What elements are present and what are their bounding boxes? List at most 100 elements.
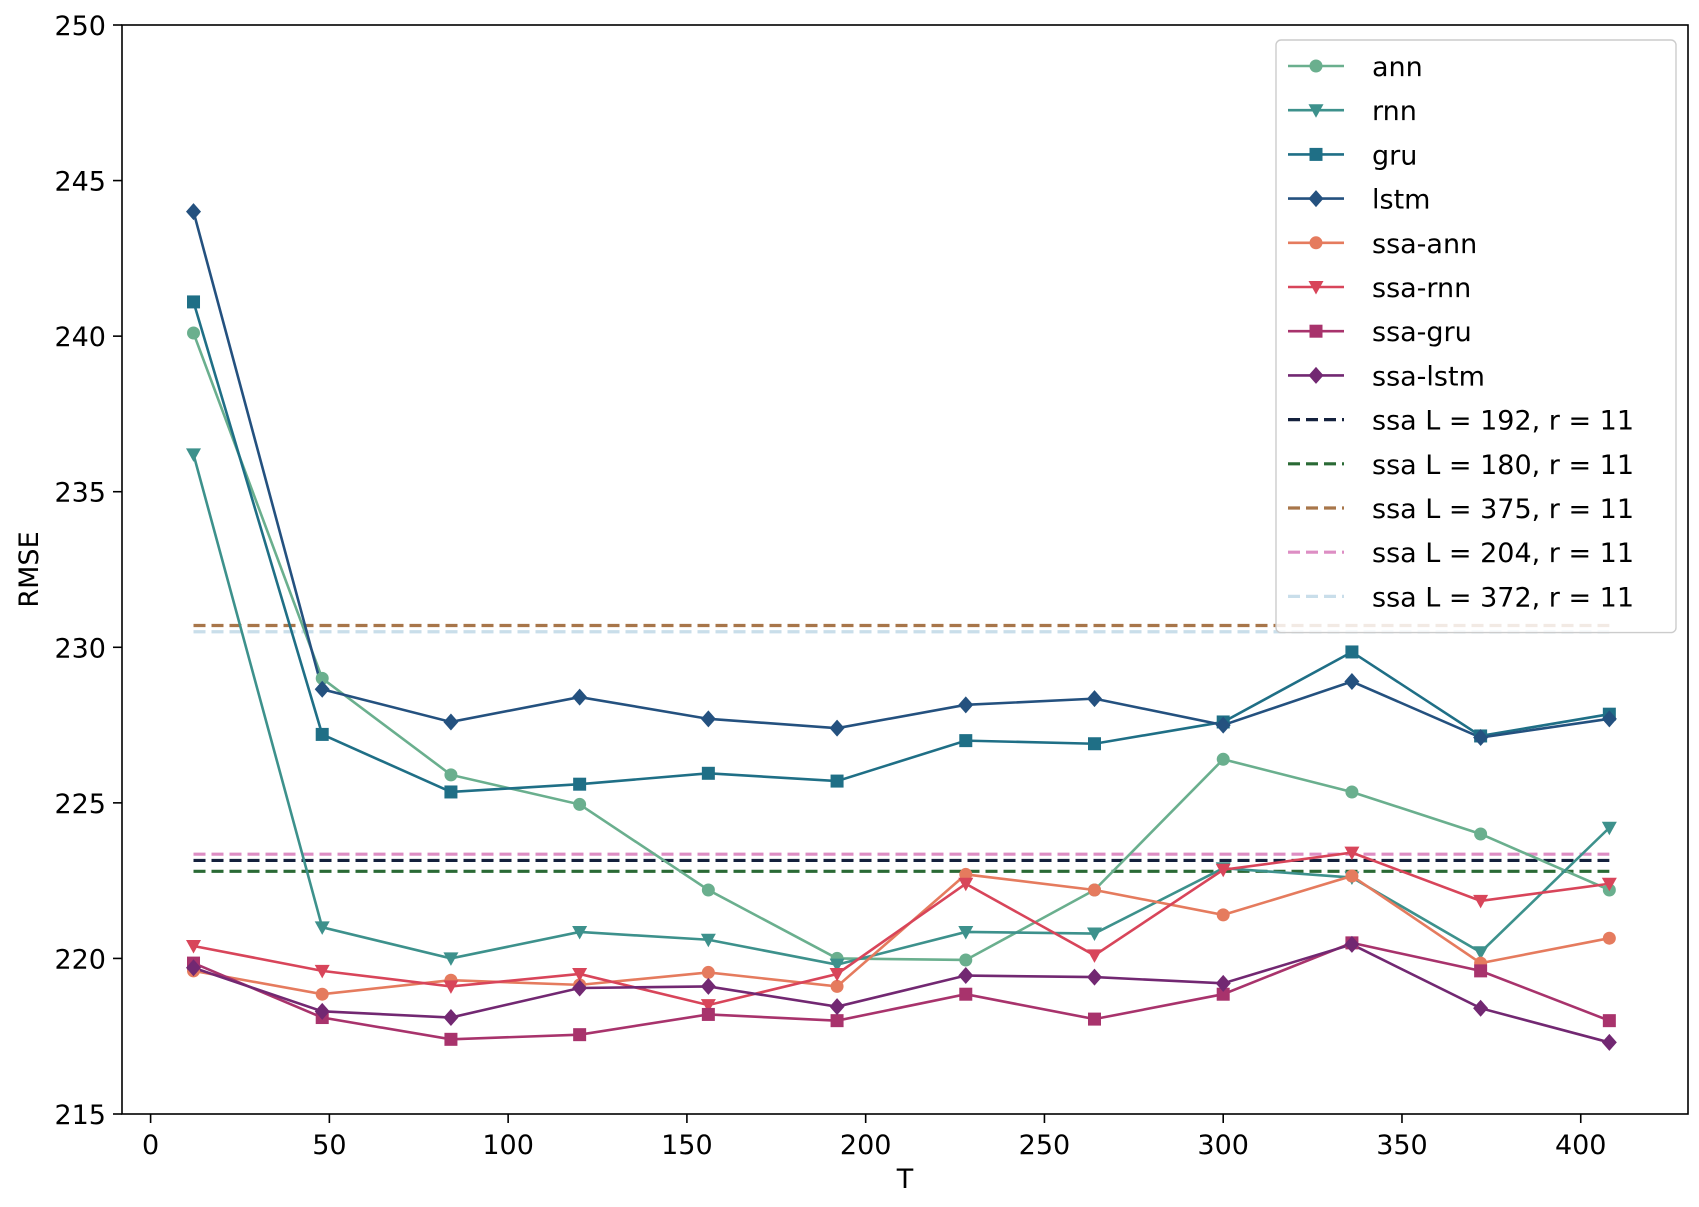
data-point-ssa-ann [830, 979, 844, 993]
data-point-gru [444, 785, 458, 799]
data-point-gru [701, 766, 715, 780]
legend-swatch-marker [1309, 236, 1323, 250]
legend-swatch-marker [1308, 366, 1324, 384]
legend-entry-label: ssa L = 180, r = 11 [1372, 450, 1634, 481]
x-tick-label: 400 [1555, 1130, 1607, 1161]
data-point-ssa-ann [1345, 869, 1359, 883]
x-axis-ticks: 0 50 100 150 200 250 300 350 400 [142, 1114, 1607, 1161]
data-point-ssa-rnn [958, 877, 974, 892]
y-tick-label: 225 [54, 789, 106, 820]
data-point-rnn [1473, 946, 1489, 960]
data-point-ssa-lstm [829, 998, 845, 1016]
data-point-ssa-rnn [1215, 863, 1231, 878]
data-point-ssa-lstm [958, 967, 974, 985]
data-point-ssa-gru [444, 1032, 458, 1046]
series-line-ssa-rnn [193, 851, 1610, 1007]
data-point-gru [1345, 645, 1359, 659]
data-point-rnn [186, 448, 202, 462]
x-axis-label: T [896, 1164, 914, 1195]
legend-swatch-marker [1309, 147, 1323, 161]
legend-entry-label: rnn [1372, 96, 1417, 127]
data-point-ssa-lstm [572, 979, 588, 997]
data-point-lstm [314, 680, 330, 698]
data-point-ssa-lstm [314, 1002, 330, 1020]
legend-entry-label: ssa L = 204, r = 11 [1372, 538, 1634, 569]
data-point-lstm [700, 710, 716, 728]
data-point-ssa-gru [1474, 964, 1488, 978]
data-point-ssa-rnn [572, 967, 588, 982]
x-tick-label: 200 [840, 1130, 892, 1161]
data-point-ssa-lstm [1473, 999, 1489, 1017]
data-point-gru [573, 777, 587, 791]
series-lines [192, 211, 1611, 1044]
data-point-ssa-gru [830, 1014, 844, 1028]
data-point-ssa-ann [959, 867, 973, 881]
data-point-ssa-rnn [314, 964, 330, 979]
x-tick-label: 50 [312, 1130, 346, 1161]
legend-swatch-marker [1308, 104, 1324, 118]
x-tick-label: 100 [482, 1130, 534, 1161]
legend: ann rnn gru lstm ssa-ann ssa-rnn ssa-gru ssa-ls… [1275, 39, 1677, 634]
legend-entry-label: lstm [1372, 185, 1430, 216]
series-line-ann [192, 332, 1610, 962]
data-point-rnn [1086, 927, 1102, 942]
data-point-lstm [572, 688, 588, 706]
data-point-rnn [958, 925, 974, 940]
data-point-ssa-ann [701, 965, 715, 979]
y-tick-label: 235 [54, 478, 106, 509]
data-point-rnn [443, 952, 459, 966]
data-point-ssa-gru [1087, 1012, 1101, 1026]
data-point-ssa-ann [1602, 931, 1616, 945]
data-point-ann [315, 671, 329, 685]
data-point-lstm [443, 713, 459, 731]
data-point-gru [315, 727, 329, 741]
data-point-rnn [572, 925, 588, 940]
series-line-ssa-lstm [193, 943, 1610, 1044]
data-point-ssa-lstm [1344, 935, 1360, 953]
data-point-lstm [186, 203, 202, 221]
series-line-gru [192, 301, 1610, 794]
data-point-ann [1474, 827, 1488, 841]
data-point-ann [444, 768, 458, 782]
data-point-ssa-lstm [1086, 968, 1102, 986]
data-point-ssa-gru [1216, 987, 1230, 1001]
data-point-rnn [1601, 821, 1617, 836]
data-point-ann [959, 953, 973, 967]
data-point-ann [187, 326, 201, 340]
data-point-ssa-lstm [186, 959, 202, 977]
data-point-ssa-ann [315, 987, 329, 1001]
data-point-ssa-gru [959, 987, 973, 1001]
data-point-ann [1345, 785, 1359, 799]
data-point-ssa-ann [1216, 908, 1230, 922]
data-point-ssa-ann [1087, 883, 1101, 897]
x-tick-label: 150 [661, 1130, 713, 1161]
plot-frame [121, 24, 1689, 1115]
legend-entry-label: ssa-rnn [1372, 273, 1471, 304]
legend-entry-label: ssa L = 372, r = 11 [1372, 582, 1634, 613]
data-point-gru [830, 774, 844, 788]
legend-swatch-marker [1309, 324, 1323, 338]
data-point-ssa-rnn [1086, 949, 1102, 963]
data-point-lstm [958, 696, 974, 714]
y-axis-ticks: 215 220 225 230 235 240 245 250 [54, 11, 122, 1131]
data-point-ssa-lstm [443, 1009, 459, 1027]
data-point-ssa-rnn [443, 980, 459, 994]
data-point-ssa-gru [701, 1007, 715, 1021]
data-point-gru [187, 295, 201, 309]
data-point-lstm [829, 719, 845, 737]
y-tick-label: 240 [54, 322, 106, 353]
data-point-lstm [1086, 690, 1102, 708]
legend-entry-label: ssa-gru [1372, 317, 1472, 348]
data-point-ssa-rnn [700, 999, 716, 1013]
x-tick-label: 0 [142, 1130, 159, 1161]
data-point-ssa-lstm [1215, 974, 1231, 992]
data-point-ssa-rnn [186, 939, 202, 954]
legend-entry-label: ssa L = 375, r = 11 [1372, 494, 1634, 525]
data-point-lstm [1215, 716, 1231, 734]
y-tick-label: 245 [54, 167, 106, 198]
data-point-rnn [829, 958, 845, 973]
data-point-ssa-rnn [829, 967, 845, 982]
legend-entry-label: gru [1372, 140, 1417, 171]
data-point-rnn [314, 921, 330, 935]
x-tick-label: 300 [1197, 1130, 1249, 1161]
